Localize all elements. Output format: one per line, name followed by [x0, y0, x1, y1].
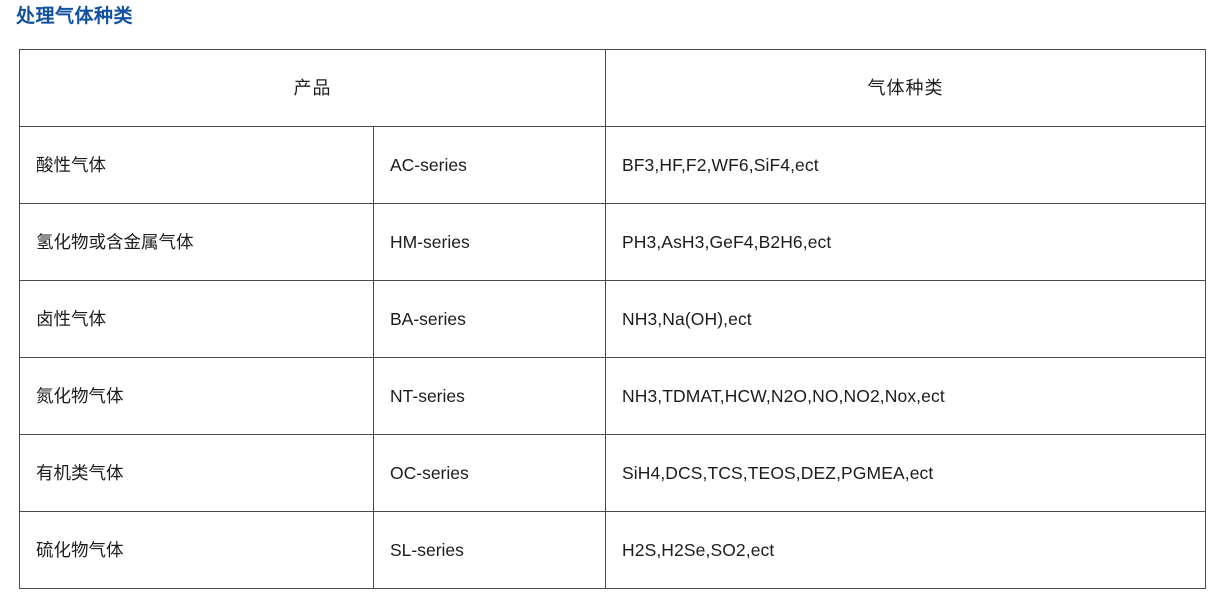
cell-series: OC-series — [373, 434, 606, 512]
table-row: 酸性气体 AC-series BF3,HF,F2,WF6,SiF4,ect — [19, 126, 1206, 204]
product-label: 硫化物气体 — [36, 540, 124, 560]
gases-label: NH3,TDMAT,HCW,N2O,NO,NO2,Nox,ect — [622, 386, 945, 406]
gas-table-container: 产品 气体种类 酸性气体 AC-series BF3,HF,F2 — [19, 49, 1206, 589]
cell-product: 有机类气体 — [19, 434, 374, 512]
product-label: 有机类气体 — [36, 463, 124, 483]
cell-series: NT-series — [373, 357, 606, 435]
cell-gases: SiH4,DCS,TCS,TEOS,DEZ,PGMEA,ect — [605, 434, 1206, 512]
table-row: 卤性气体 BA-series NH3,Na(OH),ect — [19, 280, 1206, 358]
table-row: 硫化物气体 SL-series H2S,H2Se,SO2,ect — [19, 511, 1206, 589]
gases-label: BF3,HF,F2,WF6,SiF4,ect — [622, 155, 819, 175]
series-label: HM-series — [390, 232, 470, 252]
cell-gases: NH3,TDMAT,HCW,N2O,NO,NO2,Nox,ect — [605, 357, 1206, 435]
cell-gases: PH3,AsH3,GeF4,B2H6,ect — [605, 203, 1206, 281]
gases-label: H2S,H2Se,SO2,ect — [622, 540, 775, 560]
gases-label: PH3,AsH3,GeF4,B2H6,ect — [622, 232, 832, 252]
table-row: 有机类气体 OC-series SiH4,DCS,TCS,TEOS,DEZ,PG… — [19, 434, 1206, 512]
column-header-product-label: 产品 — [293, 78, 332, 98]
product-label: 氮化物气体 — [36, 386, 124, 406]
series-label: SL-series — [390, 540, 464, 560]
table-header: 产品 气体种类 — [19, 49, 1206, 127]
cell-gases: H2S,H2Se,SO2,ect — [605, 511, 1206, 589]
cell-product: 卤性气体 — [19, 280, 374, 358]
column-header-gas-type: 气体种类 — [605, 49, 1206, 127]
cell-product: 酸性气体 — [19, 126, 374, 204]
cell-series: BA-series — [373, 280, 606, 358]
series-label: OC-series — [390, 463, 469, 483]
column-header-product: 产品 — [19, 49, 606, 127]
cell-gases: NH3,Na(OH),ect — [605, 280, 1206, 358]
series-label: BA-series — [390, 309, 466, 329]
cell-series: AC-series — [373, 126, 606, 204]
series-label: NT-series — [390, 386, 465, 406]
gas-table: 产品 气体种类 酸性气体 AC-series BF3,HF,F2 — [19, 49, 1206, 589]
page-title: 处理气体种类 — [16, 6, 134, 27]
series-label: AC-series — [390, 155, 467, 175]
table-header-row: 产品 气体种类 — [19, 49, 1206, 127]
gases-label: NH3,Na(OH),ect — [622, 309, 752, 329]
product-label: 氢化物或含金属气体 — [36, 232, 194, 252]
cell-gases: BF3,HF,F2,WF6,SiF4,ect — [605, 126, 1206, 204]
table-row: 氢化物或含金属气体 HM-series PH3,AsH3,GeF4,B2H6,e… — [19, 203, 1206, 281]
column-header-gas-type-label: 气体种类 — [867, 78, 944, 98]
cell-series: HM-series — [373, 203, 606, 281]
cell-product: 氮化物气体 — [19, 357, 374, 435]
product-label: 卤性气体 — [36, 309, 106, 329]
cell-product: 硫化物气体 — [19, 511, 374, 589]
table-row: 氮化物气体 NT-series NH3,TDMAT,HCW,N2O,NO,NO2… — [19, 357, 1206, 435]
table-body: 酸性气体 AC-series BF3,HF,F2,WF6,SiF4,ect 氢化… — [19, 126, 1206, 589]
cell-product: 氢化物或含金属气体 — [19, 203, 374, 281]
gases-label: SiH4,DCS,TCS,TEOS,DEZ,PGMEA,ect — [622, 463, 934, 483]
product-label: 酸性气体 — [36, 155, 106, 175]
cell-series: SL-series — [373, 511, 606, 589]
